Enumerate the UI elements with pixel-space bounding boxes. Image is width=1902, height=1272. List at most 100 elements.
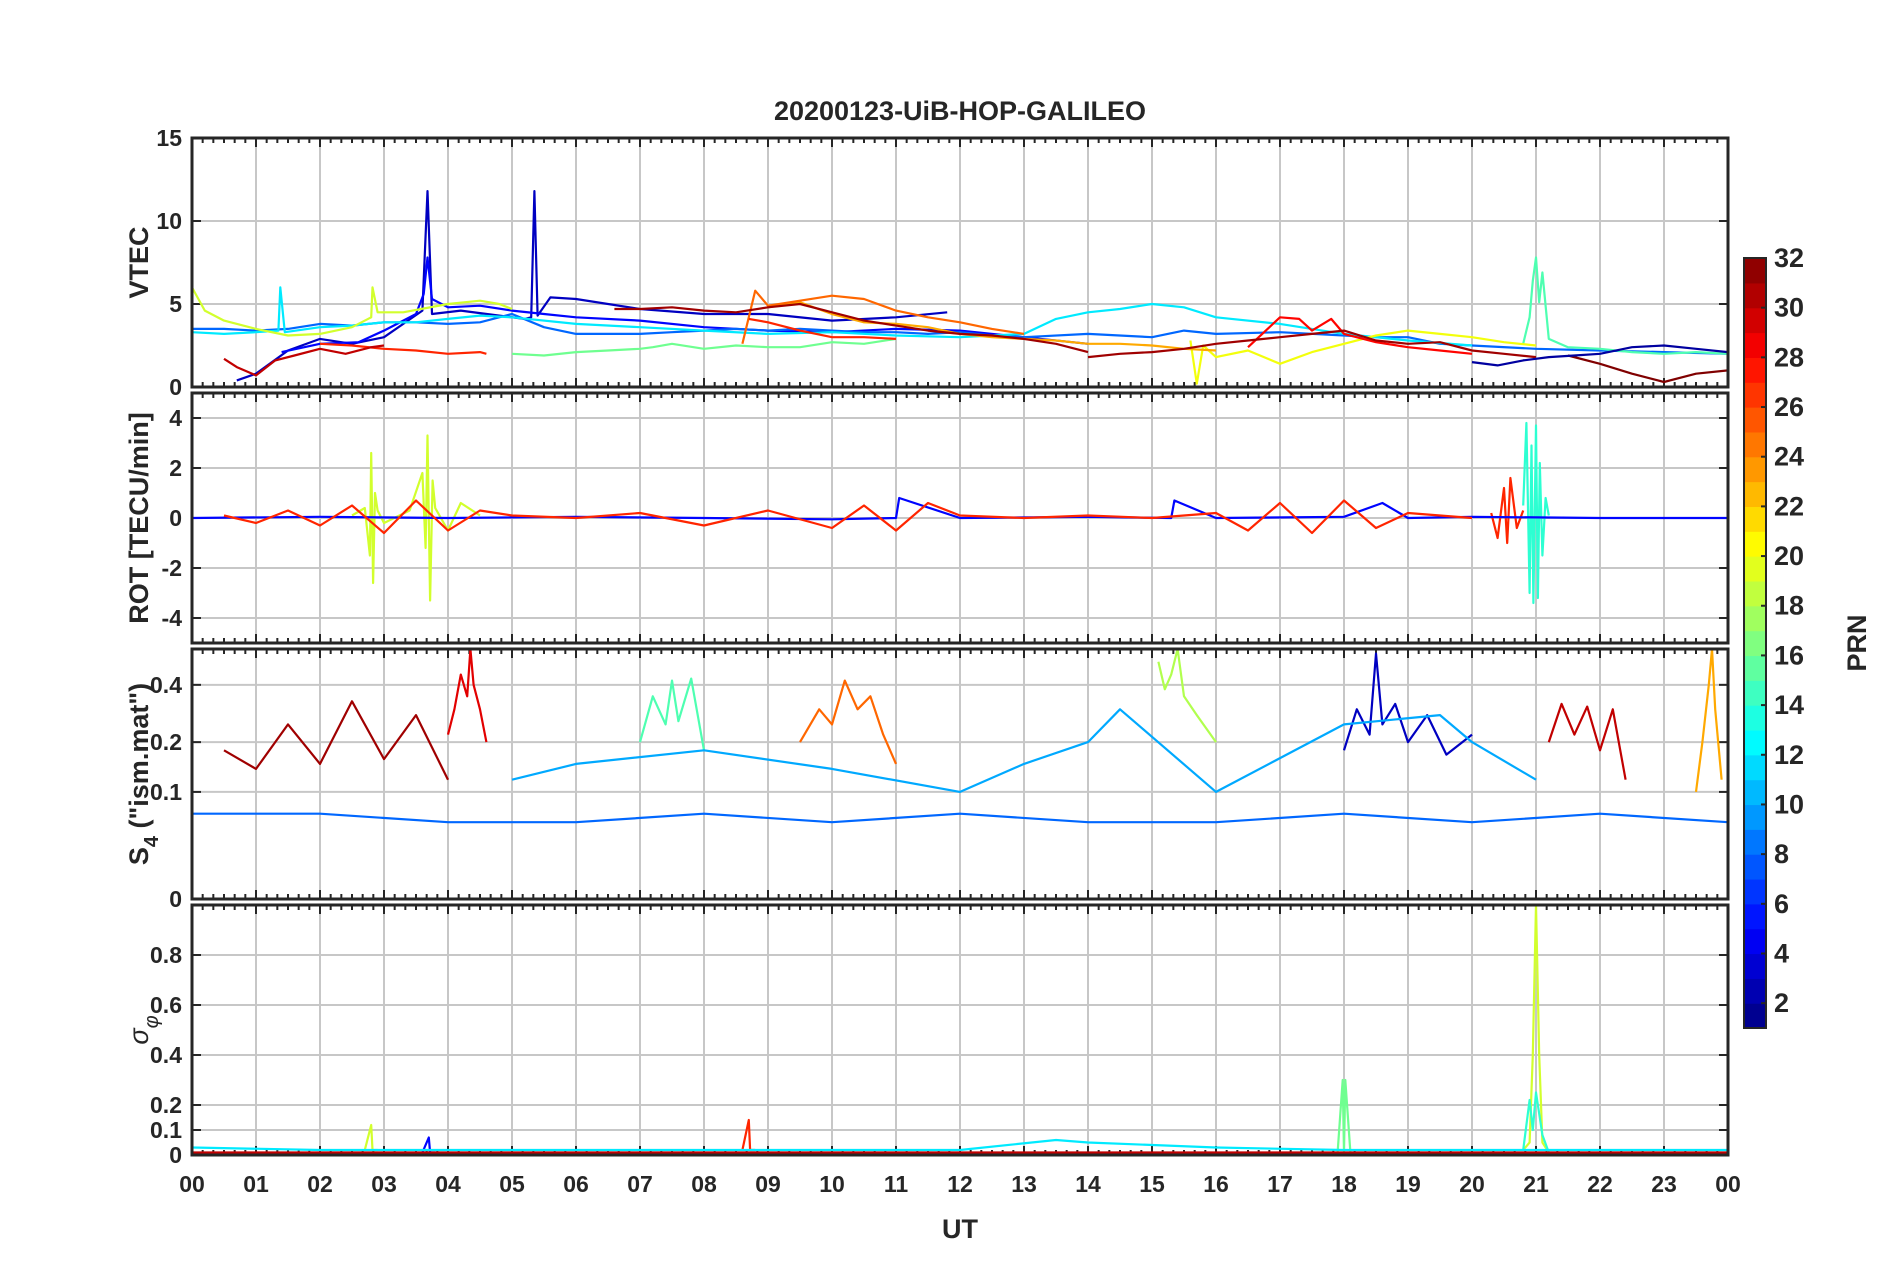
series-line-prn-31 [223,700,449,781]
series-line-prn-14 [1522,1091,1550,1153]
y-tick-label: 10 [156,208,182,234]
x-tick-label: 06 [563,1171,589,1197]
series-line-prn-16 [511,337,897,357]
colorbar-tick-label: 26 [1774,392,1804,422]
series-line-prn-12 [192,1138,1728,1152]
x-tick-label: 08 [691,1171,717,1197]
series-line-prn-19 [1522,905,1550,1154]
colorbar-tick-label: 28 [1774,342,1804,372]
panel-rot: -4 -2 0 2 4 ROT [TECU/min] [124,391,1730,645]
series-line-prn-27 [223,499,1473,535]
x-tick-label: 23 [1651,1171,1677,1197]
colorbar-segment [1744,1003,1766,1029]
x-tick-label: 03 [371,1171,397,1197]
series-line-prn-28 [1247,316,1473,355]
y-tick-label: -4 [162,605,183,631]
series-line-prn-23 [767,301,1217,352]
y-tick-label: 0.1 [150,779,182,805]
colorbar-tick-label: 4 [1774,938,1789,968]
colorbar-segment [1744,456,1766,483]
panel-frame [190,391,1730,645]
y-tick-label: 4 [169,405,182,431]
series-line-prn-18 [1157,649,1217,743]
colorbar-tick-label: 10 [1774,789,1804,819]
colorbar-segment [1744,705,1766,731]
series-line-prn-32 [1567,354,1728,384]
series-line-prn-10 [511,708,1537,794]
series-line-prn-2 [1471,344,1728,367]
series-group [192,905,1728,1154]
series-line-prn-31 [614,302,1089,354]
colorbar-segment [1744,729,1766,756]
y-axis-label: ROT [TECU/min] [124,412,154,623]
colorbar-tick-label: 6 [1774,889,1789,919]
y-tick-label: 0 [169,886,182,912]
colorbar-segment [1744,928,1766,955]
colorbar-segment [1744,779,1766,806]
x-tick-label: 04 [435,1171,461,1197]
x-axis-label: UT [942,1214,978,1244]
series-line-prn-14 [1522,421,1550,605]
x-tick-label: 12 [947,1171,973,1197]
series-group [192,190,1728,385]
colorbar-tick-label: 20 [1774,541,1804,571]
y-axis-label-sub: 4 [141,835,163,847]
series-line-prn-30 [223,344,385,377]
x-tick-label: 11 [884,1171,909,1197]
colorbar-segment [1744,953,1766,979]
x-tick-label: 07 [627,1171,653,1197]
x-tick-label: 17 [1267,1171,1293,1197]
series-line-prn-15 [1522,256,1728,355]
colorbar-segment [1744,854,1766,880]
series-line-prn-31 [1087,329,1537,359]
colorbar-segment [1744,506,1766,532]
series-line-prn-27 [319,342,487,355]
colorbar-tick-label: 8 [1774,839,1789,869]
colorbar-segment [1744,655,1766,681]
colorbar-tick-label: 18 [1774,591,1804,621]
x-tick-label: 20 [1459,1171,1485,1197]
y-tick-label: 0 [169,1142,182,1168]
series-line-prn-12 [192,286,1473,347]
y-tick-label: 0 [169,505,182,531]
series-group [192,421,1728,605]
y-tick-label: -2 [162,555,182,581]
x-tick-label: 22 [1587,1171,1613,1197]
y-tick-label: 0.6 [150,992,182,1018]
y-tick-label: 0.8 [150,942,182,968]
series-line-prn-8 [192,812,1728,824]
colorbar-tick-label: 22 [1774,491,1804,521]
colorbar-segment [1744,829,1766,855]
colorbar-segment [1744,481,1766,507]
series-line-prn-19 [192,286,513,337]
colorbar-segment [1744,307,1766,334]
panel-frame [190,647,1730,901]
series-line-prn-29 [446,649,488,743]
colorbar-segment [1744,357,1766,383]
colorbar-segment [1744,258,1766,284]
colorbar-segment [1744,531,1766,557]
y-tick-label: 15 [156,125,182,151]
y-axis-label: S4 ("ism.mat") [124,683,163,865]
y-tick-label: 0 [169,374,182,400]
series-line-prn-30 [1547,702,1627,780]
colorbar-tick-label: 32 [1774,243,1804,273]
colorbar-segment [1744,630,1766,657]
y-axis-label-rest: ("ism.mat") [124,683,154,836]
series-line-prn-23 [1694,649,1723,793]
series-line-prn-20 [1189,329,1537,385]
x-tick-label: 01 [243,1171,269,1197]
colorbar-segment [1744,978,1766,1004]
panel-frame [190,136,1730,389]
x-tick-label: 19 [1395,1171,1421,1197]
colorbar-segment [1744,282,1766,309]
colorbar-segment [1744,580,1766,607]
colorbar-tick-label: 16 [1774,640,1804,670]
colorbar-label: PRN [1842,614,1872,671]
panel-sigma_phi: 00.10.2 0.4 0.6 0.8 σφ 00 01 02 03 04 05 06 07 08 09 10… [124,903,1741,1197]
y-tick-label: 0.4 [150,672,182,698]
y-axis-label: VTEC [124,226,154,298]
colorbar-segment [1744,804,1766,830]
